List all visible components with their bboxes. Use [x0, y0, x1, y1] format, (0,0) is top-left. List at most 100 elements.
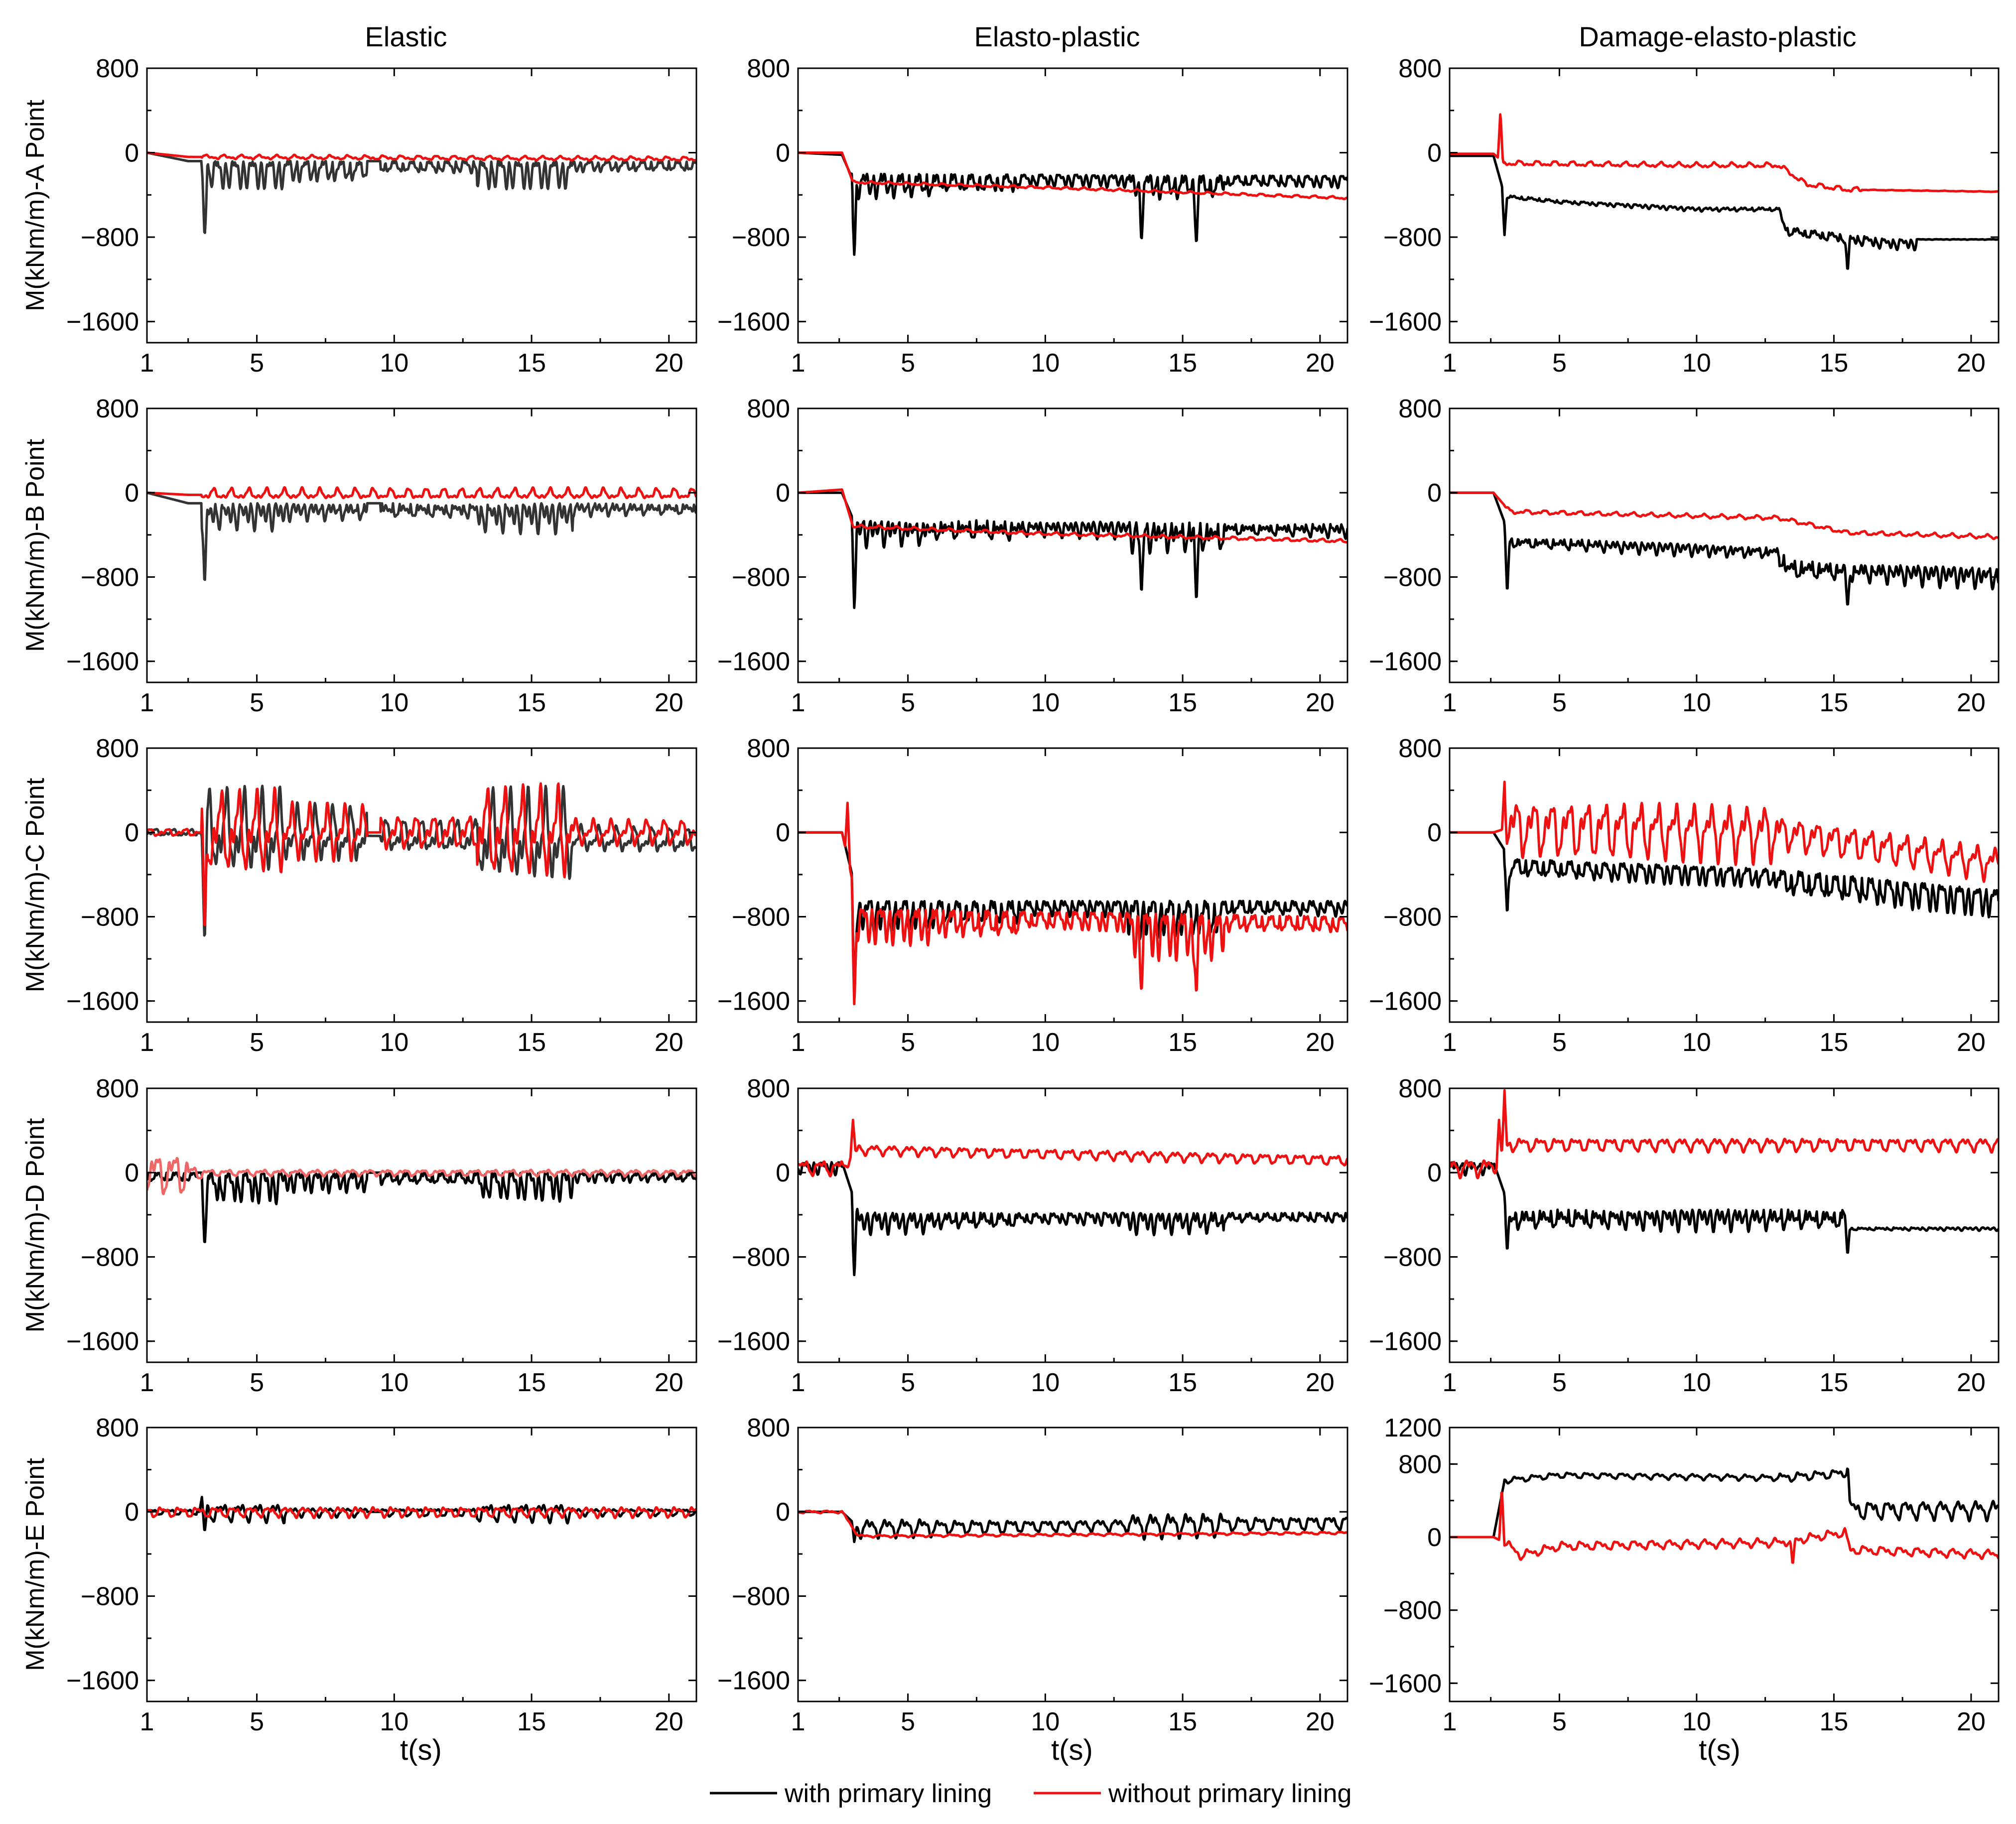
y-tick-label: −800 — [732, 223, 790, 252]
x-tick-label: 5 — [901, 1028, 915, 1057]
plot-frame — [797, 1427, 1348, 1702]
x-tick-label: 1 — [1443, 1368, 1457, 1397]
y-tick-label: −1600 — [66, 1667, 139, 1695]
series-group — [147, 486, 696, 581]
series-line-without-primary-lining — [147, 782, 696, 926]
x-tick-label: 5 — [1552, 1707, 1567, 1736]
y-tick-label: 800 — [747, 394, 790, 423]
y-tick-label: −1600 — [1369, 1327, 1442, 1356]
x-tick-label: 20 — [1306, 1028, 1335, 1057]
series-line-without-primary-lining — [798, 151, 1347, 201]
series-group — [147, 1496, 696, 1532]
plot-frame — [1449, 407, 2000, 683]
y-tick-label: −1600 — [717, 987, 790, 1016]
x-tick-label: 10 — [380, 688, 408, 717]
plot-frame — [797, 67, 1348, 344]
x-tick-label: 20 — [655, 1707, 683, 1736]
y-tick-label: 0 — [1427, 479, 1442, 508]
y-tick-label: 800 — [96, 1074, 139, 1103]
series-group — [1450, 113, 1999, 270]
plot-frame — [146, 67, 697, 344]
series-line-without-primary-lining — [798, 801, 1347, 1006]
x-tick-label: 15 — [1819, 1368, 1848, 1397]
plot-frame — [146, 1427, 697, 1702]
series-group — [798, 488, 1347, 609]
series-line-without-primary-lining — [147, 486, 696, 500]
x-tick-label: 15 — [1819, 1028, 1848, 1057]
legend: with primary lining without primary lini… — [710, 1779, 1351, 1808]
series-group — [798, 1509, 1347, 1544]
series-line-with-primary-lining — [798, 151, 1347, 256]
y-tick-label: −1600 — [66, 308, 139, 337]
column-title-damage-elasto-plastic: Damage-elasto-plastic — [1579, 21, 1856, 52]
y-tick-label: 0 — [1427, 818, 1442, 847]
x-tick-label: 15 — [1168, 349, 1197, 378]
x-tick-label: 5 — [250, 1707, 264, 1736]
series-line-with-primary-lining — [1450, 1467, 1999, 1539]
x-tick-label: 5 — [250, 1028, 264, 1057]
series-line-with-primary-lining — [1450, 154, 1999, 270]
y-tick-label: 0 — [125, 1159, 139, 1187]
series-line-with-primary-lining — [1450, 831, 1999, 918]
series-group — [1450, 1467, 1999, 1564]
plot-frame — [1449, 747, 2000, 1023]
x-tick-label: 5 — [1552, 688, 1567, 717]
plot-frame — [797, 747, 1348, 1023]
legend-label-without-primary-lining: without primary lining — [1108, 1779, 1351, 1808]
y-tick-label: 800 — [1398, 394, 1442, 423]
y-tick-label: 0 — [1427, 1159, 1442, 1187]
x-tick-label: 1 — [791, 1707, 806, 1736]
y-tick-label: 800 — [747, 54, 790, 83]
y-tick-label: −800 — [1383, 903, 1442, 931]
y-tick-label: 0 — [776, 479, 790, 508]
y-tick-label: −800 — [81, 563, 139, 592]
x-tick-label: 15 — [517, 1028, 546, 1057]
x-tick-label: 15 — [517, 1707, 546, 1736]
x-tick-label: 5 — [1552, 349, 1567, 378]
x-tick-label: 1 — [140, 1707, 154, 1736]
x-tick-label: 10 — [1682, 688, 1711, 717]
series-group — [1450, 1089, 1999, 1254]
x-tick-label: 5 — [901, 1368, 915, 1397]
x-tick-label: 15 — [1168, 1028, 1197, 1057]
x-tick-label: 1 — [140, 1028, 154, 1057]
y-tick-label: 0 — [125, 1498, 139, 1527]
x-tick-label: 10 — [380, 349, 408, 378]
y-tick-label: −1600 — [1369, 1669, 1442, 1698]
series-group — [1450, 491, 1999, 606]
x-tick-label: 20 — [1957, 1368, 1986, 1397]
x-tick-label: 10 — [1031, 1368, 1060, 1397]
x-tick-label: 1 — [791, 349, 806, 378]
x-tick-label: 20 — [655, 1028, 683, 1057]
series-group — [147, 151, 696, 234]
x-tick-label: 5 — [1552, 1368, 1567, 1397]
y-tick-label: −1600 — [717, 648, 790, 676]
y-axis-title-row-2: M(kNm/m)-B Point — [21, 439, 50, 652]
y-tick-label: 800 — [1398, 1074, 1442, 1103]
y-tick-label: 800 — [96, 1414, 139, 1442]
y-tick-label: −800 — [81, 903, 139, 931]
y-tick-label: −800 — [732, 1243, 790, 1272]
y-tick-label: 0 — [776, 1498, 790, 1527]
x-tick-label: 20 — [655, 349, 683, 378]
x-tick-label: 10 — [1031, 349, 1060, 378]
x-tick-label: 10 — [380, 1707, 408, 1736]
y-tick-label: −1600 — [66, 1327, 139, 1356]
plot-frame — [797, 1087, 1348, 1363]
y-tick-label: −1600 — [66, 987, 139, 1016]
y-tick-label: 0 — [776, 1159, 790, 1187]
x-tick-label: 10 — [1682, 1028, 1711, 1057]
y-axis-title-row-1: M(kNm/m)-A Point — [21, 100, 50, 311]
x-tick-label: 20 — [1306, 688, 1335, 717]
x-tick-label: 1 — [1443, 349, 1457, 378]
